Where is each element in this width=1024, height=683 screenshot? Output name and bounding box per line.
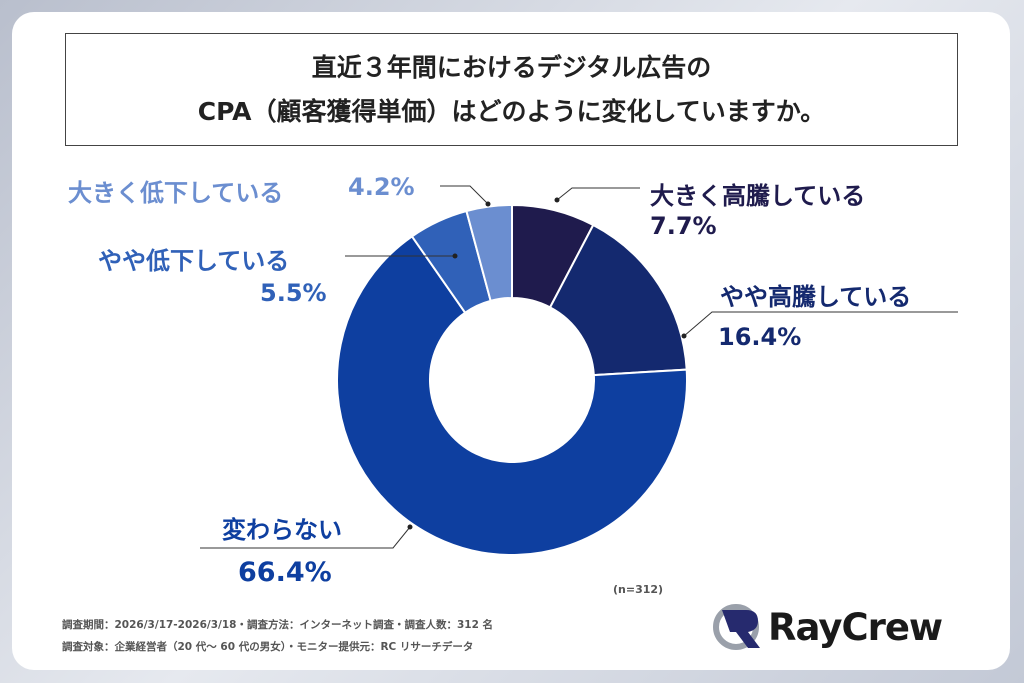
leader-dot-3	[452, 253, 458, 259]
footer-line-1: 調査期間：2026/3/17-2026/3/18・調査方法：インターネット調査・…	[62, 619, 494, 631]
title-line-1: 直近３年間におけるデジタル広告の	[311, 52, 712, 82]
leader-line-1	[683, 311, 958, 337]
slice-1	[548, 223, 688, 377]
label-val-1: 16.4%	[718, 323, 802, 351]
label-val-2: 66.4%	[238, 557, 332, 588]
logo-mark-icon	[713, 604, 760, 650]
logo-text: RayCrew	[768, 605, 943, 649]
slice-4	[465, 203, 513, 303]
label-cat-0: 大きく高騰している	[650, 182, 866, 210]
sample-size: (n=312)	[613, 583, 664, 596]
card	[12, 12, 1010, 670]
label-cat-2: 変わらない	[222, 516, 342, 544]
leader-line-0	[556, 187, 640, 201]
label-cat-1: やや高騰している	[720, 283, 912, 311]
raycrew-logo: RayCrew	[712, 604, 943, 650]
label-cat-4: 大きく低下している	[68, 179, 284, 207]
title-line-2: CPA（顧客獲得単価）はどのように変化していますか。	[197, 96, 826, 126]
label-val-3: 5.5%	[260, 279, 327, 307]
label-val-0: 7.7%	[650, 212, 717, 240]
label-val-4: 4.2%	[348, 173, 415, 201]
leader-line-4	[440, 185, 489, 205]
footer-line-2: 調査対象：企業経営者（20 代〜 60 代の男女）・モニター提供元：RC リサー…	[62, 641, 474, 653]
leader-line-2	[200, 526, 411, 549]
leader-dot-1	[681, 333, 687, 339]
chart-title: 直近３年間におけるデジタル広告の CPA（顧客獲得単価）はどのように変化していま…	[65, 33, 958, 146]
label-cat-3: やや低下している	[98, 247, 290, 275]
leader-dot-0	[554, 197, 560, 203]
leader-dot-4	[485, 201, 491, 207]
slice-2	[336, 234, 688, 556]
leader-dot-2	[407, 524, 413, 530]
